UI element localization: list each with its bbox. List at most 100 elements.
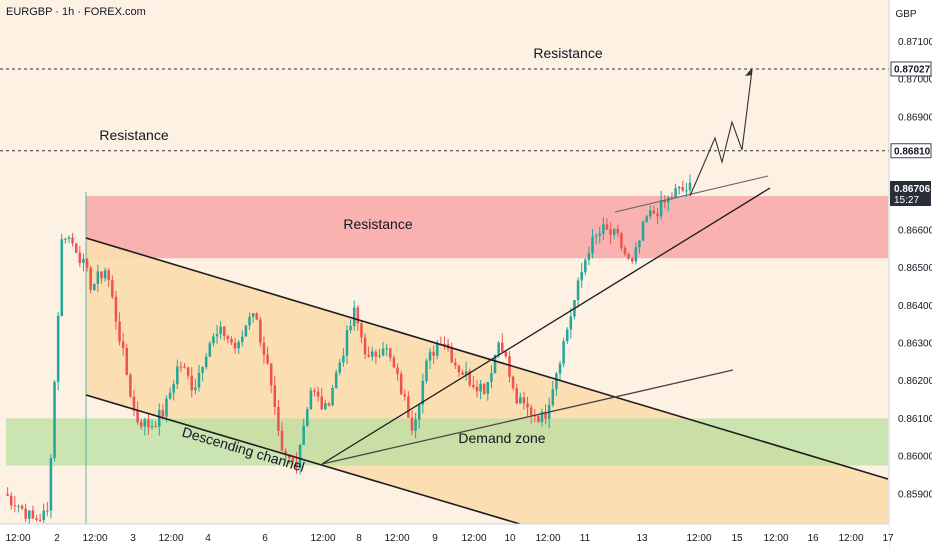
candle-body — [360, 323, 363, 338]
candle-body — [475, 386, 479, 392]
candle-body — [327, 403, 331, 406]
candle-body — [255, 313, 259, 320]
candle-body — [356, 307, 360, 324]
candle-body — [670, 197, 674, 199]
candle-body — [28, 510, 31, 519]
time-tick-label: 12:00 — [686, 533, 711, 544]
candle-body — [31, 510, 35, 519]
candle-body — [233, 342, 237, 349]
candle-body — [35, 518, 38, 520]
candle-body — [230, 339, 233, 343]
candle-body — [60, 239, 64, 316]
time-tick-label: 12:00 — [5, 533, 30, 544]
candle-body — [316, 391, 320, 397]
candle-body — [251, 313, 255, 318]
candle-body — [396, 367, 399, 374]
candle-body — [594, 235, 598, 237]
price-tick-label: 0.87000 — [898, 75, 932, 86]
candle-body — [125, 348, 129, 375]
time-tick-label: 12:00 — [763, 533, 788, 544]
candle-body — [111, 279, 114, 297]
candle-body — [464, 371, 468, 376]
candle-body — [262, 342, 266, 355]
candle-body — [215, 334, 219, 337]
candle-body — [71, 237, 74, 244]
candle-body — [208, 343, 212, 357]
candle-body — [168, 392, 172, 399]
price-tag-lower-level: 0.86810 — [894, 146, 931, 157]
candle-body — [89, 267, 92, 290]
time-tick-label: 15 — [731, 533, 743, 544]
candle-body — [161, 409, 165, 417]
candle-body — [194, 387, 197, 391]
resistance-zone — [86, 196, 888, 259]
candle-body — [681, 187, 685, 191]
candle-body — [277, 406, 280, 431]
time-tick-label: 2 — [54, 533, 60, 544]
candle-body — [226, 336, 230, 340]
price-tag-upper-level-box — [890, 61, 932, 77]
candle-body — [555, 373, 558, 390]
time-tick-label: 17 — [882, 533, 894, 544]
candle-body — [454, 362, 457, 366]
candle-body — [287, 454, 291, 459]
candle-body — [150, 426, 154, 428]
candle-body — [472, 384, 475, 387]
candle-body — [389, 348, 392, 358]
time-tick-label: 10 — [504, 533, 516, 544]
candle-body — [565, 329, 569, 342]
rising-trendline-steep — [321, 187, 771, 465]
current-price-label: 0.86706 — [894, 184, 931, 195]
candle-body — [630, 258, 634, 262]
candle-body — [143, 419, 147, 427]
candle-body — [638, 240, 641, 248]
candle-body — [410, 417, 414, 431]
candle-body — [183, 366, 186, 368]
time-tick-label: 6 — [262, 533, 268, 544]
candle-body — [17, 505, 20, 507]
candle-body — [212, 336, 215, 344]
time-tick-label: 9 — [432, 533, 438, 544]
candle-body — [374, 351, 378, 357]
candle-body — [139, 422, 143, 427]
candle-body — [237, 341, 240, 349]
candle-body — [273, 385, 277, 407]
candle-body — [493, 354, 497, 374]
descending-channel-fill — [86, 238, 888, 524]
candle-body — [309, 390, 313, 410]
time-tick-label: 12:00 — [461, 533, 486, 544]
candle-body — [298, 444, 302, 469]
candle-body — [659, 199, 663, 217]
candle-body — [46, 510, 49, 512]
candle-body — [677, 187, 681, 189]
candle-body — [540, 411, 544, 422]
candle-body — [9, 495, 13, 506]
candle-body — [13, 505, 17, 507]
candle-body — [147, 419, 150, 428]
candle-body — [605, 224, 609, 230]
candle-body — [121, 341, 125, 349]
candle-body — [64, 238, 67, 240]
candle-body — [92, 283, 96, 290]
candle-body — [450, 348, 453, 363]
candle-body — [136, 410, 139, 423]
time-tick-label: 12:00 — [82, 533, 107, 544]
candle-body — [114, 296, 118, 322]
candle-body — [349, 325, 352, 330]
candle-body — [56, 315, 60, 382]
candle-body — [179, 366, 183, 368]
candle-body — [461, 372, 464, 376]
candle-body — [320, 396, 323, 410]
axis-currency: GBP — [895, 9, 916, 20]
candle-body — [96, 271, 100, 284]
time-tick-label: 3 — [130, 533, 136, 544]
time-tick-label: 12:00 — [535, 533, 560, 544]
time-tick-label: 13 — [636, 533, 648, 544]
price-tick-label: 0.86400 — [898, 301, 932, 312]
candle-body — [580, 272, 583, 281]
candle-body — [345, 329, 349, 356]
candle-body — [652, 210, 656, 214]
time-tick-label: 12:00 — [158, 533, 183, 544]
